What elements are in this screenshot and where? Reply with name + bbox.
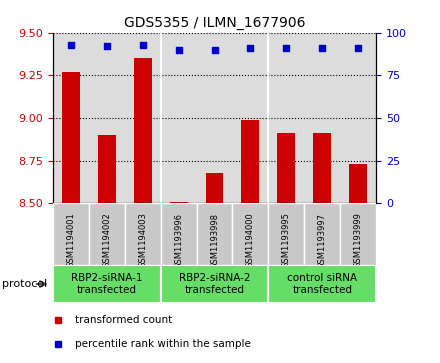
- Text: GSM1193995: GSM1193995: [282, 212, 291, 268]
- Bar: [340, 203, 376, 265]
- Text: GSM1193996: GSM1193996: [174, 212, 183, 269]
- Bar: [268, 203, 304, 265]
- Bar: [125, 203, 161, 265]
- Bar: [89, 203, 125, 265]
- Point: [355, 45, 362, 51]
- Text: GSM1194000: GSM1194000: [246, 212, 255, 268]
- Bar: [232, 203, 268, 265]
- Bar: [53, 265, 161, 303]
- Bar: [304, 203, 340, 265]
- Bar: [62, 72, 80, 203]
- Text: protocol: protocol: [2, 279, 48, 289]
- Point: [67, 42, 74, 48]
- Text: GSM1194003: GSM1194003: [138, 212, 147, 268]
- Bar: [161, 265, 268, 303]
- Bar: [268, 265, 376, 303]
- Point: [283, 45, 290, 51]
- Bar: [197, 203, 232, 265]
- Bar: [349, 164, 367, 203]
- Bar: [169, 201, 187, 203]
- Bar: [98, 135, 116, 203]
- Point: [103, 44, 110, 49]
- Bar: [205, 172, 224, 203]
- Bar: [242, 120, 260, 203]
- Text: GSM1194001: GSM1194001: [66, 212, 75, 268]
- Text: transformed count: transformed count: [75, 315, 172, 325]
- Point: [211, 47, 218, 53]
- Text: control siRNA
transfected: control siRNA transfected: [287, 273, 357, 295]
- Bar: [134, 58, 152, 203]
- Point: [139, 42, 146, 48]
- Title: GDS5355 / ILMN_1677906: GDS5355 / ILMN_1677906: [124, 16, 305, 30]
- Bar: [161, 203, 197, 265]
- Point: [319, 45, 326, 51]
- Point: [175, 47, 182, 53]
- Text: GSM1193999: GSM1193999: [354, 212, 363, 268]
- Text: RBP2-siRNA-1
transfected: RBP2-siRNA-1 transfected: [71, 273, 143, 295]
- Bar: [313, 133, 331, 203]
- Bar: [53, 203, 89, 265]
- Bar: [277, 133, 295, 203]
- Text: GSM1193997: GSM1193997: [318, 212, 327, 269]
- Text: percentile rank within the sample: percentile rank within the sample: [75, 339, 250, 349]
- Text: GSM1193998: GSM1193998: [210, 212, 219, 269]
- Text: GSM1194002: GSM1194002: [102, 212, 111, 268]
- Text: RBP2-siRNA-2
transfected: RBP2-siRNA-2 transfected: [179, 273, 250, 295]
- Point: [247, 45, 254, 51]
